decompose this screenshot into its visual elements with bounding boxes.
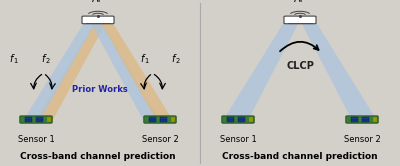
FancyBboxPatch shape (374, 117, 377, 122)
FancyBboxPatch shape (82, 16, 114, 24)
FancyBboxPatch shape (238, 117, 245, 120)
Polygon shape (89, 19, 159, 120)
Text: $f_{\,2}$: $f_{\,2}$ (171, 52, 181, 66)
FancyBboxPatch shape (160, 117, 167, 120)
FancyBboxPatch shape (362, 120, 369, 122)
Text: Sensor 1: Sensor 1 (220, 135, 256, 144)
FancyBboxPatch shape (25, 120, 32, 122)
FancyBboxPatch shape (227, 117, 234, 120)
Text: $f_{\,1}$: $f_{\,1}$ (9, 52, 19, 66)
Polygon shape (24, 19, 97, 120)
FancyBboxPatch shape (362, 117, 369, 120)
Text: Sensor 1: Sensor 1 (18, 135, 54, 144)
Text: AP: AP (294, 0, 306, 4)
FancyBboxPatch shape (36, 117, 43, 120)
Polygon shape (224, 19, 300, 121)
FancyBboxPatch shape (351, 117, 358, 120)
FancyBboxPatch shape (20, 116, 52, 123)
Text: Sensor 2: Sensor 2 (344, 135, 380, 144)
Text: Sensor 2: Sensor 2 (142, 135, 178, 144)
FancyBboxPatch shape (250, 117, 253, 122)
Text: CLCP: CLCP (286, 61, 314, 71)
Text: AP: AP (92, 0, 104, 4)
Text: Prior Works: Prior Works (72, 85, 128, 94)
Polygon shape (300, 19, 376, 121)
FancyBboxPatch shape (149, 120, 156, 122)
FancyBboxPatch shape (47, 117, 50, 122)
FancyBboxPatch shape (227, 120, 234, 122)
FancyBboxPatch shape (222, 116, 254, 123)
FancyBboxPatch shape (172, 117, 174, 122)
Text: $f_{\,1}$: $f_{\,1}$ (140, 52, 150, 66)
Polygon shape (100, 19, 172, 120)
Text: Cross-band channel prediction: Cross-band channel prediction (222, 152, 378, 161)
FancyBboxPatch shape (238, 120, 245, 122)
FancyBboxPatch shape (160, 120, 167, 122)
FancyBboxPatch shape (149, 117, 156, 120)
FancyBboxPatch shape (351, 120, 358, 122)
FancyBboxPatch shape (144, 116, 176, 123)
Text: Cross-band channel prediction: Cross-band channel prediction (20, 152, 176, 161)
FancyBboxPatch shape (346, 116, 378, 123)
FancyBboxPatch shape (36, 120, 43, 122)
Text: $f_{\,2}$: $f_{\,2}$ (41, 52, 51, 66)
Polygon shape (37, 19, 108, 120)
FancyBboxPatch shape (284, 16, 316, 24)
FancyBboxPatch shape (25, 117, 32, 120)
